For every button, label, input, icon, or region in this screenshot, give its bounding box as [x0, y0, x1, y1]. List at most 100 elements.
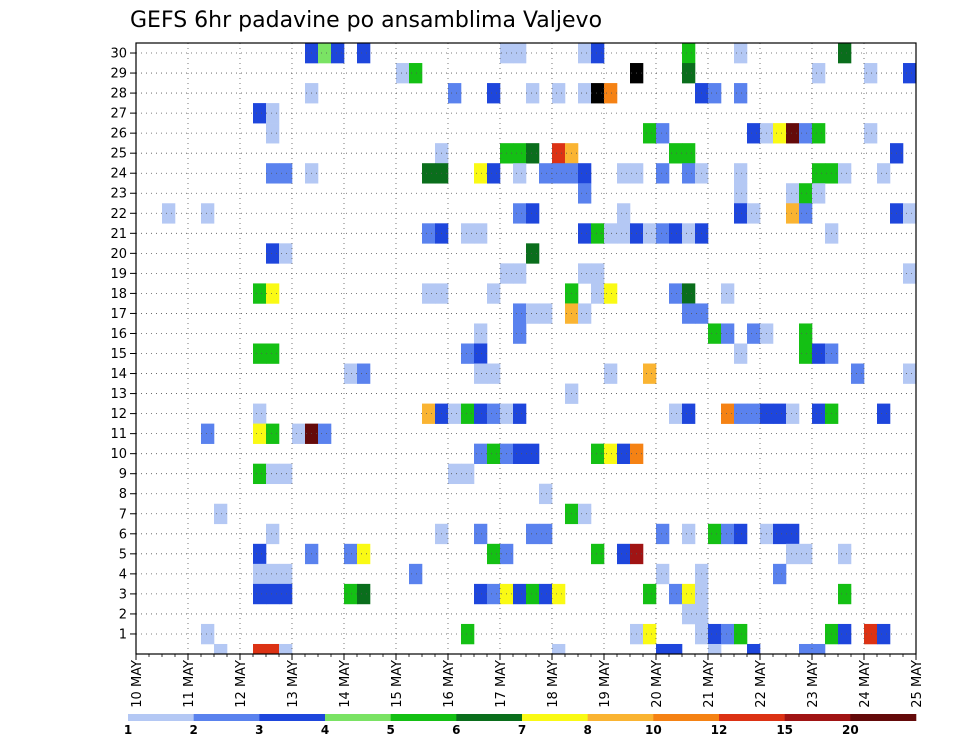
legend-swatch [784, 714, 851, 721]
legend-label: 2 [189, 723, 197, 737]
data-cell [669, 283, 683, 304]
x-tick-label: 25 MAY [910, 660, 925, 708]
data-cell [539, 163, 553, 184]
data-cell [591, 443, 605, 464]
x-tick-label: 24 MAY [858, 660, 873, 708]
x-tick-label: 21 MAY [702, 660, 717, 708]
data-cell [474, 583, 488, 605]
legend-label: 12 [711, 723, 728, 737]
data-cell [786, 523, 800, 545]
data-cell [864, 63, 878, 84]
data-cell [487, 83, 501, 104]
data-cell [799, 323, 813, 344]
x-tick-label: 11 MAY [182, 660, 197, 708]
data-cell [604, 443, 618, 464]
data-cell [201, 623, 215, 645]
data-cell [344, 583, 358, 605]
data-cell [266, 423, 280, 444]
data-cell [474, 343, 488, 364]
data-cell [682, 43, 696, 64]
data-cell [669, 643, 683, 654]
y-tick-label: 19 [110, 267, 127, 282]
data-cell [526, 203, 540, 224]
data-cell [786, 183, 800, 204]
legend-swatch [325, 714, 391, 721]
data-cell [643, 623, 657, 645]
x-tick-label: 10 MAY [130, 660, 145, 708]
data-cell [708, 623, 722, 645]
data-cell [253, 463, 267, 485]
data-cell [799, 643, 813, 654]
data-cell [266, 523, 280, 545]
data-cell [877, 163, 891, 184]
data-cell [734, 623, 748, 645]
data-cell [734, 203, 748, 224]
data-cell [617, 203, 631, 224]
data-cell [461, 343, 475, 364]
data-cell [851, 363, 865, 384]
data-cell [474, 363, 488, 384]
data-cell [539, 583, 553, 605]
data-cell [253, 103, 267, 124]
data-cell [669, 403, 683, 424]
data-cell [656, 643, 670, 654]
y-tick-label: 28 [110, 87, 127, 102]
data-cell [253, 643, 267, 654]
data-cell [643, 123, 657, 144]
y-tick-label: 10 [110, 447, 127, 462]
y-tick-label: 1 [119, 627, 127, 642]
y-tick-label: 7 [119, 507, 127, 522]
data-cell [799, 343, 813, 364]
data-cell [838, 623, 852, 645]
legend-swatch [128, 714, 194, 721]
data-cell [292, 423, 306, 444]
data-cell [617, 443, 631, 464]
x-tick-label: 16 MAY [442, 660, 457, 708]
data-cell [812, 403, 826, 424]
y-tick-label: 29 [110, 67, 127, 82]
data-cell [864, 623, 878, 645]
data-cell [604, 83, 618, 104]
data-cell [526, 443, 540, 464]
y-tick-label: 23 [110, 187, 127, 202]
data-cell [799, 203, 813, 224]
data-cell [903, 363, 917, 384]
data-cell [578, 43, 592, 64]
data-cell [682, 163, 696, 184]
data-cell [461, 463, 475, 485]
data-cell [513, 443, 527, 464]
legend-swatch [259, 714, 326, 721]
y-tick-label: 12 [110, 407, 127, 422]
data-cell [266, 123, 280, 144]
data-cell [604, 283, 618, 304]
data-cell [487, 163, 501, 184]
legend-swatch [193, 714, 260, 721]
data-cell [474, 403, 488, 424]
y-tick-label: 18 [110, 287, 127, 302]
data-cell [864, 123, 878, 144]
y-tick-label: 27 [110, 107, 127, 122]
data-cell [591, 263, 605, 284]
legend-label: 1 [124, 723, 132, 737]
y-tick-label: 30 [110, 47, 127, 62]
data-cell [253, 583, 267, 605]
data-cell [578, 223, 592, 244]
data-cell [162, 203, 176, 224]
data-cell [656, 123, 670, 144]
data-cell [279, 583, 293, 605]
data-cell [682, 603, 696, 625]
data-cell [266, 163, 280, 184]
legend-label: 7 [518, 723, 526, 737]
legend-label: 6 [452, 723, 460, 737]
x-tick-label: 23 MAY [806, 660, 821, 708]
data-cell [617, 223, 631, 244]
data-cell [344, 363, 358, 384]
data-cell [747, 643, 761, 654]
y-tick-label: 8 [119, 487, 127, 502]
data-cell [734, 403, 748, 424]
y-tick-label: 25 [110, 147, 127, 162]
y-tick-label: 5 [119, 547, 127, 562]
data-cell [877, 403, 891, 424]
data-cell [357, 363, 371, 384]
data-cell [838, 583, 852, 605]
